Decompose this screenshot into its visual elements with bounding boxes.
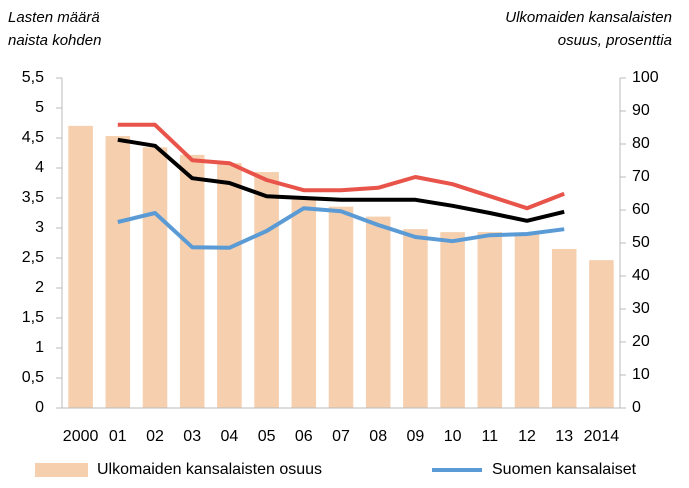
bar <box>291 196 317 408</box>
y-tick-label: 3,5 <box>22 189 44 206</box>
y2-tick-label: 20 <box>632 333 650 350</box>
bar <box>142 147 168 409</box>
x-tick-label: 2014 <box>584 428 620 445</box>
y2-tick-label: 100 <box>632 69 659 86</box>
legend-label: Suomen kansalaiset <box>492 461 637 478</box>
legend-label: Ulkomaiden kansalaisten osuus <box>97 461 322 478</box>
bar <box>403 229 428 408</box>
y-tick-label: 4 <box>35 159 44 176</box>
bar <box>328 206 354 408</box>
line <box>117 122 565 211</box>
y-tick-label: 3 <box>35 219 44 236</box>
y-tick-label: 5,5 <box>22 69 44 86</box>
x-tick-label: 09 <box>407 428 425 445</box>
x-tick-label: 10 <box>444 428 462 445</box>
x-tick-label: 2000 <box>63 428 99 445</box>
y2-tick-label: 30 <box>632 300 650 317</box>
x-tick-label: 12 <box>518 428 536 445</box>
x-tick-label: 02 <box>146 428 164 445</box>
y-axis-title-line: Lasten määrä <box>8 9 100 26</box>
x-tick-label: 03 <box>183 428 201 445</box>
y2-tick-label: 40 <box>632 267 650 284</box>
bar <box>477 232 503 408</box>
y-tick-label: 4,5 <box>22 129 44 146</box>
y2-tick-label: 70 <box>632 168 650 185</box>
y2-tick-label: 50 <box>632 234 650 251</box>
bar <box>440 232 465 408</box>
bar <box>365 216 391 408</box>
y-tick-label: 1,5 <box>22 309 44 326</box>
x-tick-label: 04 <box>221 428 239 445</box>
y-tick-label: 5 <box>35 99 44 116</box>
x-tick-label: 01 <box>109 428 127 445</box>
y-axis-title-line: naista kohden <box>8 32 101 49</box>
y-tick-label: 1 <box>35 339 44 356</box>
y2-tick-label: 10 <box>632 366 650 383</box>
y2-axis-title-line: Ulkomaiden kansalaisten <box>505 9 672 26</box>
y2-tick-label: 90 <box>632 102 650 119</box>
y-tick-label: 0,5 <box>22 369 44 386</box>
line <box>117 206 565 250</box>
bar <box>217 163 242 408</box>
y2-axis-title-line: osuus, prosenttia <box>558 32 672 49</box>
bar <box>589 260 614 408</box>
bar <box>105 136 131 408</box>
bar <box>179 154 205 408</box>
bar <box>551 248 577 408</box>
y2-tick-label: 80 <box>632 135 650 152</box>
y2-tick-label: 60 <box>632 201 650 218</box>
y-tick-label: 2 <box>35 279 44 296</box>
y-tick-label: 2,5 <box>22 249 44 266</box>
x-tick-label: 11 <box>481 428 498 445</box>
x-tick-label: 08 <box>369 428 387 445</box>
bar <box>254 172 279 408</box>
y-tick-label: 0 <box>35 399 44 416</box>
legend-swatch <box>35 463 88 477</box>
line <box>117 137 565 223</box>
bar <box>68 125 93 408</box>
x-tick-label: 06 <box>295 428 313 445</box>
x-tick-label: 05 <box>258 428 276 445</box>
x-tick-label: 07 <box>332 428 350 445</box>
bar <box>514 233 540 408</box>
y2-tick-label: 0 <box>632 399 641 416</box>
x-tick-label: 13 <box>555 428 573 445</box>
